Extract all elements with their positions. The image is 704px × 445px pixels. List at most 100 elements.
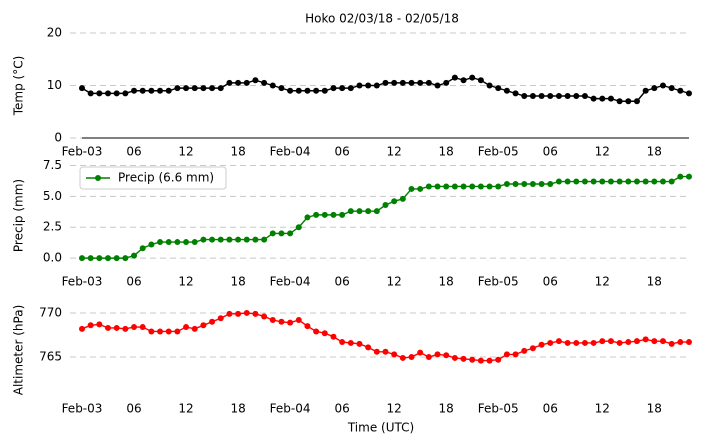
data-point: [87, 255, 94, 262]
data-point: [252, 236, 259, 243]
y-tick-label: 2.5: [43, 220, 62, 234]
data-point: [304, 214, 311, 221]
y-tick-label: 10: [47, 78, 62, 92]
data-point: [113, 255, 120, 262]
data-point: [529, 181, 536, 187]
data-point: [547, 181, 554, 187]
data-point: [226, 236, 233, 243]
legend: Precip (6.6 mm): [79, 166, 227, 190]
data-point: [486, 357, 493, 364]
data-point: [373, 208, 380, 215]
data-point: [287, 87, 294, 94]
x-axis-label: Time (UTC): [347, 421, 414, 435]
legend-box: [79, 166, 227, 190]
data-point: [96, 90, 103, 97]
data-point: [425, 79, 432, 86]
data-point: [564, 178, 571, 185]
data-point: [547, 339, 554, 346]
data-point: [321, 87, 328, 94]
data-point: [642, 87, 649, 94]
data-point: [157, 328, 164, 335]
data-point: [443, 79, 450, 86]
data-point: [157, 87, 164, 94]
data-point: [686, 90, 692, 97]
data-point: [330, 85, 337, 92]
data-point: [200, 322, 207, 329]
data-point: [278, 318, 285, 325]
data-point: [148, 241, 155, 248]
data-point: [590, 178, 597, 185]
data-point: [399, 354, 406, 361]
data-point: [616, 178, 623, 185]
data-point: [607, 95, 614, 102]
data-point: [486, 183, 493, 190]
data-point: [555, 338, 562, 345]
x-tick-label: 18: [647, 402, 662, 416]
x-tick-label: Feb-05: [478, 402, 519, 416]
data-point: [625, 178, 632, 185]
x-tick-label: 18: [439, 145, 454, 159]
data-point: [382, 348, 389, 355]
data-point: [243, 236, 250, 243]
data-point: [113, 324, 120, 331]
data-point: [321, 211, 328, 218]
x-tick-label: 18: [230, 402, 245, 416]
data-point: [191, 325, 198, 332]
data-point: [174, 328, 181, 335]
y-tick-label: 20: [47, 26, 62, 40]
x-tick-label: Feb-04: [270, 145, 311, 159]
data-point: [512, 90, 519, 97]
data-point: [451, 183, 458, 190]
x-tick-label: 06: [543, 275, 558, 289]
data-point: [581, 339, 588, 346]
x-tick-label: 18: [647, 145, 662, 159]
data-point: [399, 195, 406, 202]
data-point: [165, 239, 172, 246]
data-point: [443, 352, 450, 359]
data-point: [174, 85, 181, 92]
data-point: [469, 183, 476, 190]
data-point: [356, 82, 363, 89]
data-point: [183, 85, 190, 92]
data-point: [529, 345, 536, 352]
data-point: [217, 236, 224, 243]
data-point: [373, 348, 380, 355]
data-point: [200, 85, 207, 92]
data-point: [573, 93, 580, 99]
data-point: [226, 79, 233, 86]
data-point: [529, 93, 536, 99]
data-point: [313, 328, 320, 335]
x-tick-label: 06: [335, 402, 350, 416]
data-point: [599, 338, 606, 345]
data-point: [451, 354, 458, 361]
data-point: [677, 173, 684, 180]
data-point: [547, 93, 554, 99]
data-point: [87, 322, 94, 329]
data-point: [105, 90, 112, 97]
data-point: [382, 79, 389, 86]
data-point: [469, 356, 476, 363]
data-point: [373, 82, 380, 89]
data-point: [686, 339, 692, 346]
x-tick-label: 12: [595, 275, 610, 289]
y-tick-label: 5.0: [43, 189, 62, 203]
data-point: [460, 183, 467, 190]
y-axis-label: Temp (°C): [12, 56, 26, 117]
data-point: [521, 347, 528, 354]
data-point: [105, 324, 112, 331]
x-tick-label: 12: [178, 402, 193, 416]
data-point: [651, 178, 658, 185]
data-point: [191, 239, 198, 246]
data-point: [183, 239, 190, 246]
data-point: [339, 85, 346, 92]
data-point: [391, 79, 398, 86]
data-point: [408, 354, 415, 361]
data-point: [287, 319, 294, 326]
y-tick-label: 7.5: [43, 158, 62, 172]
data-point: [304, 87, 311, 94]
data-point: [555, 178, 562, 185]
data-point: [347, 85, 354, 92]
data-point: [365, 208, 372, 215]
data-point: [538, 181, 545, 187]
data-point: [139, 87, 146, 94]
